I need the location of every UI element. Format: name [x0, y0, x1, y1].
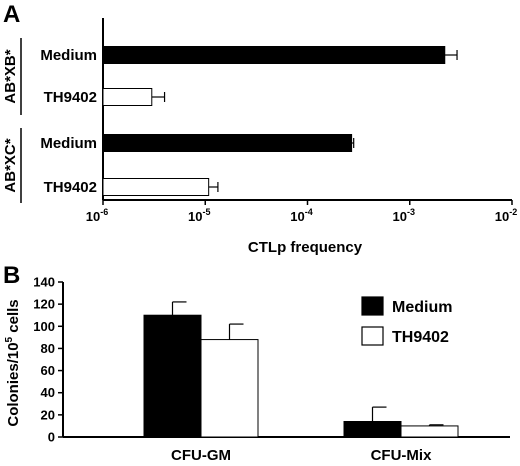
panel-b-legend-label: TH9402 [392, 329, 449, 346]
panel-a-bar [102, 178, 210, 196]
panel-a-category-label: Medium [40, 47, 97, 64]
panel-b-bar [200, 339, 259, 438]
panel-b-bar [400, 425, 459, 438]
panel-a-category-label: TH9402 [44, 89, 97, 106]
panel-b-y-tick-label: 100 [33, 319, 55, 334]
panel-a-x-axis-title: CTLp frequency [248, 239, 363, 256]
panel-a-x-tick-label: 10-3 [393, 207, 415, 224]
panel-a-category-label: Medium [40, 135, 97, 152]
panel-b-letter: B [3, 262, 20, 289]
panel-b-y-tick-label: 60 [41, 363, 55, 378]
panel-b-category-label: CFU-Mix [371, 447, 432, 464]
panel-a-x-tick-label: 10-4 [290, 207, 312, 224]
panel-a-x-tick-label: 10-2 [495, 207, 517, 224]
panel-a-bar [102, 88, 153, 106]
panel-a-x-tick-label: 10-5 [188, 207, 210, 224]
panel-a-x-tick-label: 10-6 [86, 207, 108, 224]
panel-a-letter: A [3, 1, 20, 28]
panel-b-y-tick-label: 0 [48, 430, 55, 445]
panel-b-y-tick-label: 40 [41, 385, 55, 400]
panel-a-group-label: AB*XB* [2, 49, 19, 103]
panel-b-legend-swatch [361, 326, 384, 346]
panel-a-bar [102, 134, 353, 152]
panel-b-y-tick-label: 80 [41, 341, 55, 356]
panel-a-category-label: TH9402 [44, 179, 97, 196]
panel-b-bar [143, 314, 202, 438]
panel-b-category-label: CFU-GM [171, 447, 231, 464]
panel-b-y-axis-title: Colonies/105 cells [4, 299, 22, 426]
panel-a-bar [102, 46, 446, 64]
panel-b-bar [343, 421, 402, 438]
panel-b-y-tick-label: 120 [33, 297, 55, 312]
panel-b-legend-label: Medium [392, 299, 452, 316]
panel-a-group-label: AB*XC* [2, 138, 19, 192]
panel-b-legend-swatch [361, 296, 384, 316]
panel-b-y-tick-label: 140 [33, 275, 55, 290]
panel-b-y-tick-label: 20 [41, 407, 55, 422]
